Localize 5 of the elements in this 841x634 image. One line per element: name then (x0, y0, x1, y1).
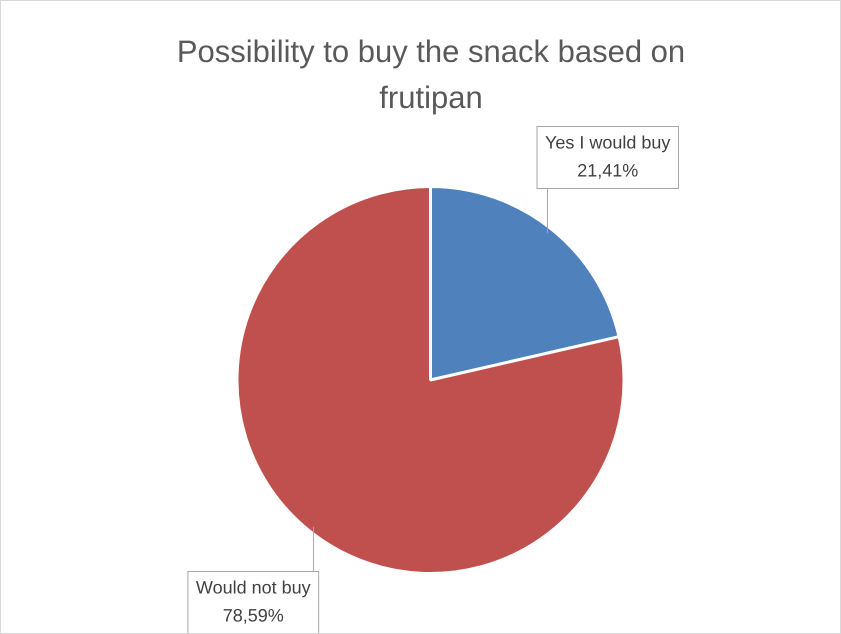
slice-label: Would not buy (196, 577, 311, 598)
data-label: 78,59% (222, 605, 284, 626)
data-label: 21,41% (577, 160, 638, 180)
slice-label: Yes I would buy (545, 132, 670, 152)
chart-title: Possibility to buy the snack based on frutipan (176, 33, 686, 117)
